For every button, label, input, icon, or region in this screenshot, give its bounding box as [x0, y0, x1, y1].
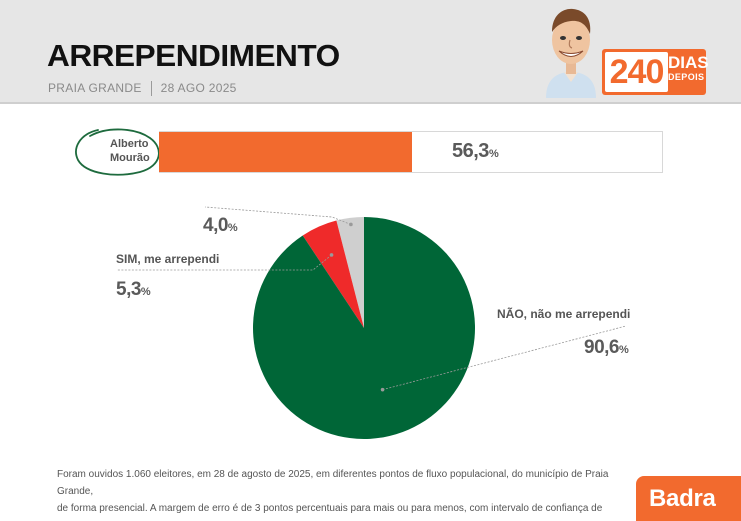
pie-slice-other: [336, 217, 364, 328]
pie-label-yes: SIM, me arrependi: [116, 252, 220, 266]
pie-value-other: 4,0%: [203, 215, 238, 236]
location-label: PRAIA GRANDE: [48, 81, 142, 95]
candidate-caricature-icon: [546, 8, 596, 98]
brand-logo: Badra: [636, 476, 741, 521]
leader-dot-no: [380, 387, 385, 392]
page-title: ARREPENDIMENTO: [47, 38, 340, 73]
methodology-line-1: Foram ouvidos 1.060 eleitores, em 28 de …: [57, 469, 609, 497]
subtitle-divider: [150, 81, 152, 97]
methodology-note: Foram ouvidos 1.060 eleitores, em 28 de …: [57, 466, 617, 521]
candidate-first-name: Alberto: [110, 138, 149, 150]
pie-value-no: 90,6%: [584, 337, 629, 358]
date-label: 28 AGO 2025: [160, 81, 237, 95]
pie-slice-no: [252, 217, 475, 439]
pie-slice-yes: [302, 220, 364, 328]
approval-bar-fill: [159, 132, 412, 172]
approval-bar-value: 56,3%: [452, 140, 499, 162]
leader-dot-other: [349, 222, 353, 227]
header: ARREPENDIMENTO PRAIA GRANDE 28 AGO 2025 2…: [0, 0, 741, 104]
days-badge: 240 DIAS DEPOIS: [602, 49, 709, 95]
handdrawn-circle-icon: [75, 128, 160, 176]
subtitle: PRAIA GRANDE 28 AGO 2025: [48, 81, 237, 97]
methodology-line-2: de forma presencial. A margem de erro é …: [57, 503, 603, 521]
badge-subword: DEPOIS: [668, 72, 705, 82]
pie-value-yes: 5,3%: [116, 279, 151, 300]
badge-number: 240: [605, 52, 668, 92]
candidate-last-name: Mourão: [110, 152, 150, 164]
candidate-name: Alberto Mourão: [110, 137, 150, 165]
leader-line-other: [204, 206, 352, 225]
approval-bar: [159, 131, 663, 173]
leader-line-yes: [117, 254, 332, 271]
pie-label-no: NÃO, não me arrependi: [497, 307, 631, 321]
badge-word: DIAS: [668, 53, 709, 72]
